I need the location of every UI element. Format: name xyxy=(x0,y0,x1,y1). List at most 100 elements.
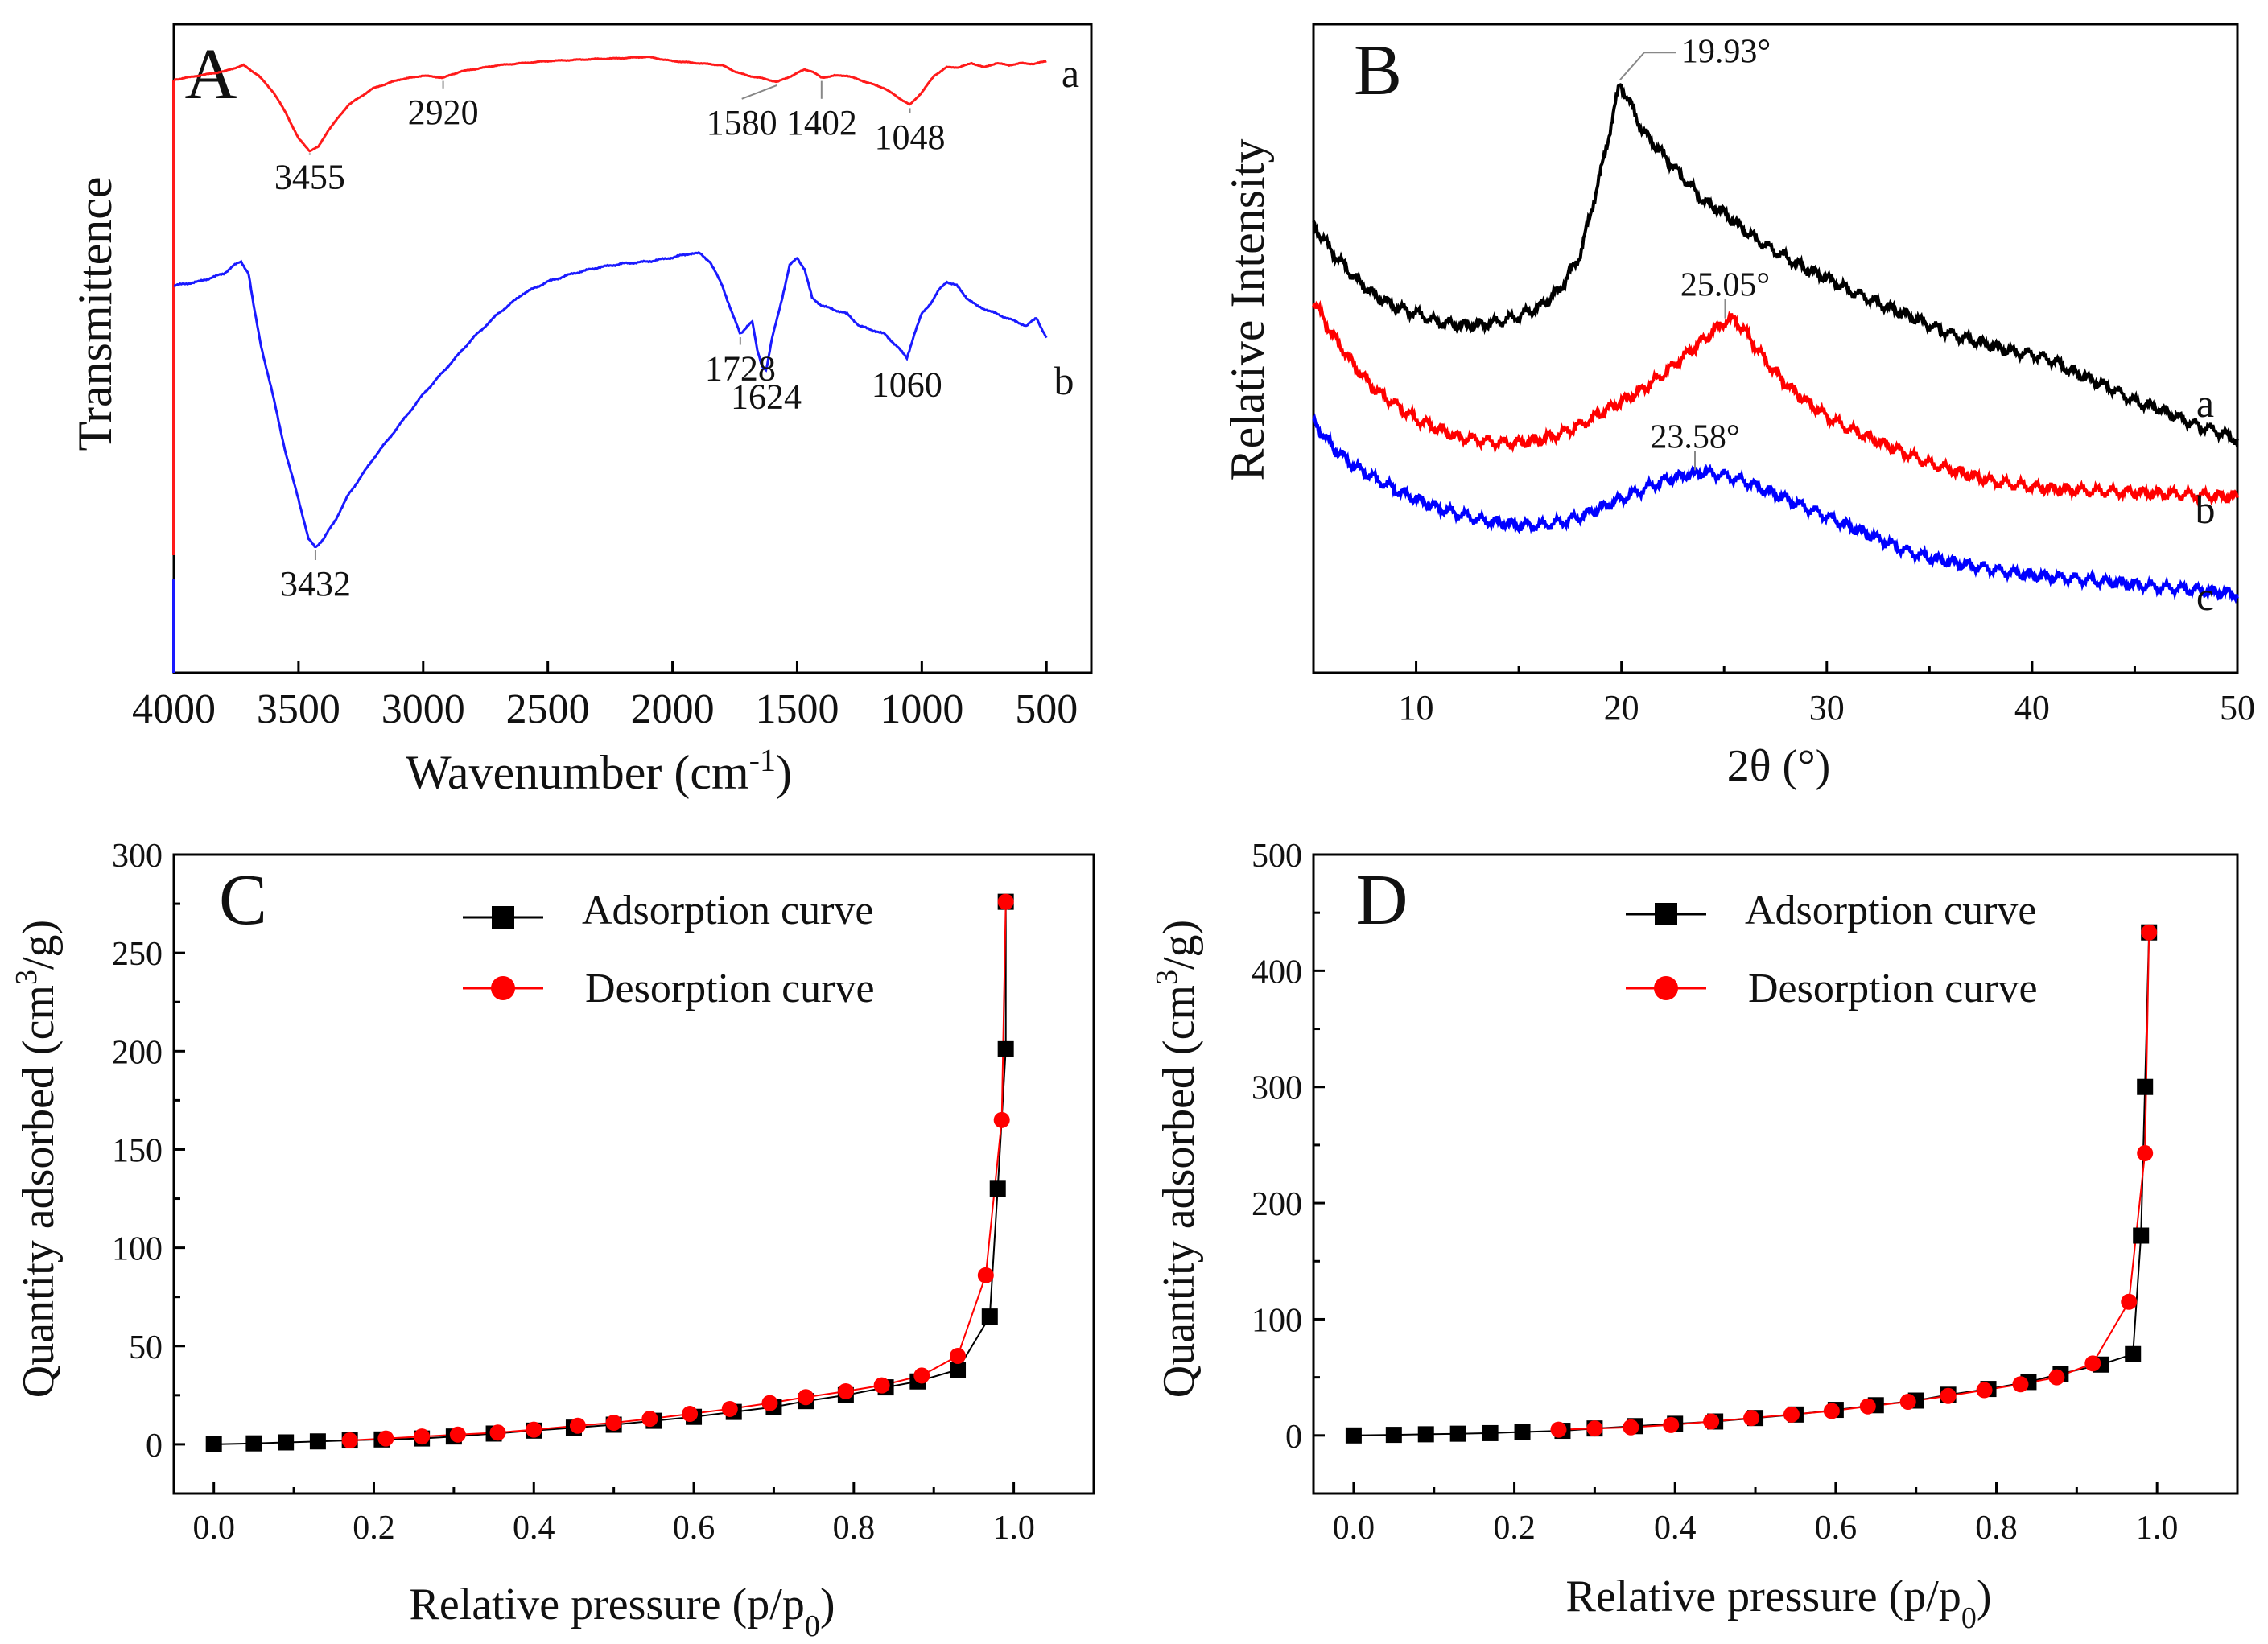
panel-b: B 10 20 30 40 50 19.93° 25.05° 23.58° a b c 2θ… xyxy=(1221,23,2255,791)
panel-d-ticks: 0.0 0.2 0.4 0.6 0.8 1.0 0 100 200 300 400 500 xyxy=(1252,838,2178,1547)
panel-d-ytick-label-4: 400 xyxy=(1252,954,1302,991)
panel-c-y-label: Quantity adsorbed (cm3/g) xyxy=(10,920,64,1398)
panel-a-xtick-label-4: 2000 xyxy=(631,686,715,732)
panel-d-desorption-point-17 xyxy=(1550,1421,1567,1438)
panel-a: A 4000 3500 3000 2500 2000 1500 1000 500 345529… xyxy=(68,23,1093,800)
panel-c-y-label-main: Quantity adsorbed (cm xyxy=(14,985,64,1398)
panel-d-desorption-point-16 xyxy=(1586,1420,1603,1437)
panel-d-adsorption-point-23 xyxy=(2137,1078,2154,1095)
panel-c-desorption-point-5 xyxy=(873,1377,890,1394)
panel-c-ytick-label-3: 150 xyxy=(112,1132,163,1169)
panel-a-series-label-b: b xyxy=(1054,358,1074,403)
panel-d-ytick-label-5: 500 xyxy=(1252,838,1302,875)
panel-b-x-label: 2θ (°) xyxy=(1727,741,1831,791)
panel-a-annotation-8: 3432 xyxy=(280,564,351,604)
panel-a-annotation-1: 2920 xyxy=(408,93,479,132)
panel-a-xtick-label-2: 3000 xyxy=(381,686,465,732)
panel-c-ytick-label-0: 0 xyxy=(146,1428,163,1465)
panel-d-desorption-point-10 xyxy=(1823,1403,1840,1419)
panel-d-adsorption-point-1 xyxy=(1385,1427,1402,1444)
panel-c-desorption-point-11 xyxy=(641,1411,658,1428)
panel-b-series-a-line xyxy=(1312,83,2239,449)
panel-a-annotation-3: 1402 xyxy=(786,103,857,142)
panel-c: C 0.0 0.2 0.4 0.6 0.8 1.0 0 50 100 150 200 250 300 A… xyxy=(10,838,1095,1643)
panel-a-annotation-0: 3455 xyxy=(274,157,345,196)
panel-d-y-label-main: Quantity adsorbed (cm xyxy=(1154,985,1204,1398)
panel-a-x-label-main: Wavenumber (cm xyxy=(406,746,749,799)
panel-d-desorption-point-2 xyxy=(2121,1293,2138,1310)
panel-c-desorption-point-15 xyxy=(489,1424,506,1441)
panel-d-desorption-point-0 xyxy=(2141,924,2158,941)
panel-c-xtick-label-4: 0.8 xyxy=(833,1510,876,1547)
panel-a-annotation-5: 1728 xyxy=(705,349,776,389)
panel-b-x-ticks: 10 20 30 40 50 xyxy=(1399,661,2255,727)
panel-d-adsorption-point-5 xyxy=(1514,1424,1531,1440)
panel-a-annotation-2: 1580 xyxy=(707,103,777,142)
panel-d-legend-label-desorption: Desorption curve xyxy=(1748,966,2038,1012)
panel-a-series xyxy=(172,55,1048,673)
panel-a-xtick-label-1: 3500 xyxy=(257,686,340,732)
panel-d-x-label-main: Relative pressure (p/p xyxy=(1565,1572,1961,1621)
panel-c-adsorption-point-1 xyxy=(245,1435,262,1452)
panel-d-desorption-point-5 xyxy=(2012,1376,2029,1393)
panel-c-desorption-point-19 xyxy=(341,1432,358,1449)
panel-a-xtick-label-3: 2500 xyxy=(506,686,590,732)
panel-d-adsorption-point-0 xyxy=(1345,1427,1362,1444)
panel-c-desorption-point-1 xyxy=(993,1111,1010,1128)
panel-c-desorption-point-18 xyxy=(377,1430,394,1447)
panel-c-desorption-point-3 xyxy=(950,1347,967,1364)
panel-d-letter: D xyxy=(1356,860,1408,940)
panel-a-xtick-label-7: 500 xyxy=(1015,686,1078,732)
panel-b-series-label-a: a xyxy=(2196,381,2214,426)
panel-c-adsorption-point-20 xyxy=(950,1362,967,1378)
panel-d-xtick-label-3: 0.6 xyxy=(1815,1510,1858,1547)
panel-c-xtick-label-1: 0.2 xyxy=(353,1510,395,1547)
panel-c-desorption-point-13 xyxy=(569,1417,586,1434)
panel-d-legend-label-adsorption: Adsorption curve xyxy=(1745,888,2036,933)
panel-b-series xyxy=(1312,83,2239,604)
panel-a-series-b-line xyxy=(173,251,1048,549)
panel-a-x-label: Wavenumber (cm-1) xyxy=(406,742,792,800)
panel-a-annotation-line-2 xyxy=(741,84,778,100)
panel-c-desorption-point-14 xyxy=(526,1421,542,1438)
panel-a-x-label-end: ) xyxy=(776,746,792,799)
panel-d-y-label: Quantity adsorbed (cm3/g) xyxy=(1150,920,1204,1398)
panel-d-ytick-label-3: 300 xyxy=(1252,1070,1302,1107)
panel-c-series xyxy=(205,893,1014,1452)
panel-c-desorption-point-4 xyxy=(913,1367,930,1384)
panel-c-xtick-label-5: 1.0 xyxy=(992,1510,1035,1547)
panel-a-series-a-line xyxy=(173,55,1047,153)
panel-d-desorption-point-6 xyxy=(1976,1382,1993,1399)
panel-d-desorption-point-8 xyxy=(1899,1393,1916,1410)
panel-d-frame xyxy=(1312,853,2239,1495)
panel-c-x-label-end: ) xyxy=(820,1580,835,1630)
panel-c-desorption-point-12 xyxy=(605,1415,622,1432)
panel-c-desorption-point-10 xyxy=(682,1406,699,1423)
panel-c-xtick-label-0: 0.0 xyxy=(192,1510,235,1547)
panel-b-xtick-label-0: 10 xyxy=(1399,688,1434,727)
panel-a-xtick-label-5: 1500 xyxy=(755,686,839,732)
panel-d-desorption-point-9 xyxy=(1859,1398,1876,1415)
panel-c-adsorption-point-3 xyxy=(309,1433,326,1450)
panel-a-annotation-4: 1048 xyxy=(874,117,945,157)
panel-d-y-label-sup: 3 xyxy=(1150,970,1184,985)
panel-d-legend-marker-adsorption xyxy=(1655,903,1677,925)
panel-c-y-label-sup: 3 xyxy=(10,970,43,985)
panel-d-adsorption-point-2 xyxy=(1417,1426,1434,1443)
panel-b-annotation-0: 19.93° xyxy=(1681,33,1771,70)
panel-b-annotation-2: 23.58° xyxy=(1650,418,1739,455)
panel-b-annotation-line-0 xyxy=(1619,52,1645,80)
panel-c-x-label-sub: 0 xyxy=(805,1609,820,1643)
panel-d-series xyxy=(1345,924,2158,1444)
panel-d-xtick-label-4: 0.8 xyxy=(1975,1510,2018,1547)
panel-c-letter: C xyxy=(219,860,267,940)
panel-d-desorption-point-12 xyxy=(1743,1410,1760,1427)
panel-c-legend-marker-desorption xyxy=(491,976,515,1000)
panel-c-x-label-main: Relative pressure (p/p xyxy=(409,1580,804,1630)
panel-b-letter: B xyxy=(1354,31,1402,110)
panel-d-desorption-point-3 xyxy=(2084,1355,2101,1372)
panel-d-xtick-label-0: 0.0 xyxy=(1333,1510,1375,1547)
panel-d-ytick-label-2: 200 xyxy=(1252,1186,1302,1223)
